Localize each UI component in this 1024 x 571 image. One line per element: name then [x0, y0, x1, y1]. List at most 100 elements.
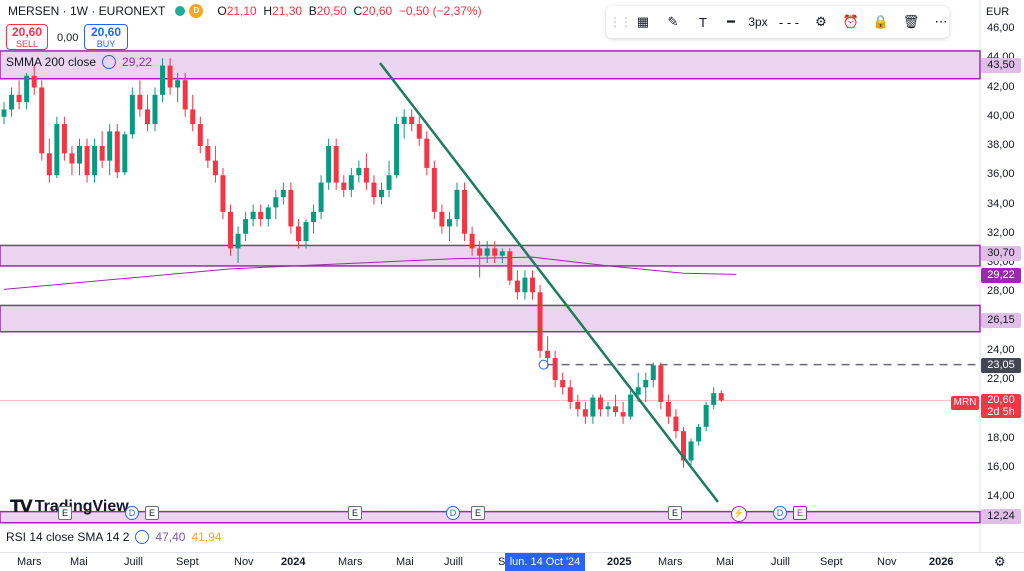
candle-body — [613, 406, 619, 413]
flash-event-icon[interactable]: ⚡ — [731, 506, 747, 522]
candle-body — [122, 134, 128, 173]
time-tick-label: Juill — [124, 556, 143, 568]
candle-body — [137, 94, 143, 110]
candle-body — [703, 404, 709, 427]
candle-body — [401, 116, 407, 125]
rsi-settings-icon[interactable] — [135, 530, 150, 544]
symbol-title[interactable]: MERSEN · 1W · EURONEXT — [8, 4, 166, 18]
support-resistance-zone — [0, 244, 981, 267]
price-tick-label: 36,00 — [987, 168, 1015, 181]
more-icon[interactable]: ⋯ — [934, 14, 948, 29]
candle-body — [477, 248, 483, 256]
earnings-event-icon[interactable]: E — [58, 506, 72, 520]
delete-icon[interactable]: 🗑 — [902, 14, 920, 29]
candle-body — [228, 211, 233, 249]
smma-settings-icon[interactable] — [102, 55, 117, 69]
templates-icon[interactable]: ▦ — [636, 14, 650, 29]
candle-body — [673, 416, 679, 432]
line-width-icon[interactable]: ━ — [727, 14, 735, 29]
candle-body — [69, 153, 75, 164]
currency-label[interactable]: EUR — [986, 6, 1010, 18]
candle-body — [462, 189, 468, 234]
dividend-badge: D — [189, 4, 204, 18]
dividend-event-icon[interactable]: D — [773, 506, 787, 520]
candle-body — [129, 94, 135, 135]
rsi-sma-value: 41,94 — [191, 530, 222, 544]
candle-body — [265, 207, 271, 220]
candle-body — [416, 124, 422, 139]
price-tick-label: 38,00 — [987, 139, 1015, 151]
alert-icon[interactable]: ⏰ — [842, 14, 860, 29]
candle-body — [658, 365, 664, 402]
dashed-level-tag: 23,05 — [981, 358, 1021, 373]
candle-body — [258, 211, 264, 220]
candle-body — [371, 182, 377, 198]
sell-button[interactable]: 20,60 SELL — [6, 24, 48, 50]
candle-body — [1, 109, 7, 117]
time-axis[interactable]: 2026 Nov Sept Juill Mai Mars 2025 S Juill Mai Mars… — [0, 552, 1024, 571]
candle-body — [522, 277, 528, 293]
earnings-event-icon[interactable]: E — [668, 506, 682, 520]
time-tick-label: Mars — [338, 556, 363, 568]
buy-button[interactable]: 20,60 BUY — [84, 24, 128, 50]
candle-body — [492, 248, 498, 256]
dividend-event-icon[interactable]: D — [125, 506, 139, 520]
smma-legend[interactable]: SMMA 200 close 29,22 — [6, 55, 152, 69]
candle-body — [567, 387, 573, 402]
time-cursor-label: lun. 14 Oct '24 — [505, 553, 585, 571]
time-tick-label: Sept — [820, 556, 843, 568]
candle-body — [454, 189, 460, 220]
candle-body — [182, 80, 188, 110]
time-tick-label: Mai — [396, 556, 414, 568]
candle-body — [431, 167, 437, 212]
candle-body — [84, 146, 90, 176]
price-tick-label: 42,00 — [987, 80, 1015, 93]
settings-icon[interactable]: ⚙ — [815, 14, 827, 29]
earnings-event-icon[interactable]: E — [145, 506, 159, 520]
bar-countdown: 2d 5h — [987, 406, 1015, 418]
text-color-icon[interactable]: T — [699, 14, 707, 30]
price-tick-label: 34,00 — [987, 197, 1015, 210]
line-color-icon[interactable]: ✎ — [667, 14, 679, 29]
earnings-event-icon[interactable]: E — [793, 506, 807, 520]
earnings-event-icon[interactable]: E — [348, 506, 362, 520]
current-price-tag: 20,60 2d 5h — [981, 394, 1021, 418]
buy-label: BUY — [96, 39, 116, 49]
line-style-icon[interactable]: - - - — [778, 14, 800, 30]
sell-label: SELL — [15, 39, 39, 49]
candle-body — [620, 412, 626, 417]
candle-body — [190, 109, 196, 125]
time-tick-label: Sept — [176, 556, 199, 568]
price-tick-label: 46,00 — [987, 22, 1015, 34]
candle-body — [560, 380, 566, 388]
candle-body — [424, 138, 430, 168]
chart-settings-icon[interactable]: ⚙ — [994, 554, 1006, 569]
candle-body — [582, 409, 588, 417]
candle-body — [363, 167, 369, 183]
line-width-value[interactable]: 3px — [748, 15, 768, 29]
candle-body — [24, 75, 30, 103]
candle-body — [499, 251, 505, 256]
lock-icon[interactable]: 🔒 — [872, 14, 890, 29]
candle-body — [114, 131, 120, 173]
candle-body — [16, 94, 22, 103]
candle-body — [235, 233, 241, 249]
buy-price: 20,60 — [90, 25, 122, 39]
smma-price-tag: 29,22 — [981, 268, 1021, 283]
earnings-event-icon[interactable]: E — [471, 506, 485, 520]
drag-handle-icon: ⋮⋮ — [609, 15, 632, 29]
rsi-legend[interactable]: RSI 14 close SMA 14 2 47,40 41,94 — [6, 530, 221, 544]
price-tick-label: 24,00 — [987, 343, 1015, 356]
candle-body — [273, 197, 279, 208]
candle-body — [326, 146, 332, 183]
smma-value: 29,22 — [122, 55, 153, 69]
candle-body — [197, 124, 203, 146]
candle-body — [514, 280, 520, 293]
candle-body — [243, 219, 249, 234]
trendline — [379, 62, 719, 503]
candle-body — [439, 211, 445, 227]
dividend-event-icon[interactable]: D — [446, 506, 460, 520]
candle-body — [590, 397, 596, 417]
time-tick-label: 2024 — [281, 556, 306, 568]
